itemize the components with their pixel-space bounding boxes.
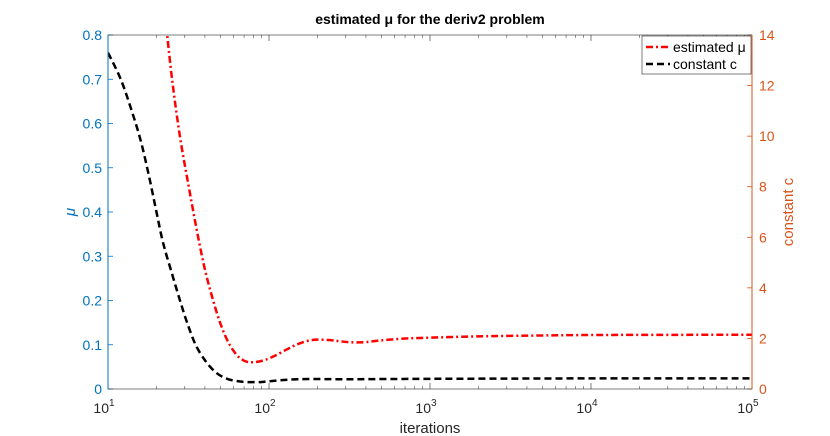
y-left-tick-label: 0.1	[83, 337, 103, 353]
x-tick-label: 105	[737, 398, 759, 416]
x-tick-base: 10	[415, 400, 431, 416]
y-right-tick-label: 4	[759, 280, 767, 296]
y-right-tick-label: 2	[759, 330, 767, 346]
x-tick-base: 10	[254, 400, 270, 416]
x-tick-exponent: 4	[592, 398, 598, 409]
y-right-tick-label: 12	[759, 78, 775, 94]
x-tick-base: 10	[93, 400, 109, 416]
x-tick-exponent: 2	[270, 398, 276, 409]
plot-area	[108, 35, 752, 389]
x-tick-exponent: 1	[109, 398, 115, 409]
y-axis-left-label: μ	[62, 208, 79, 217]
x-tick-label: 102	[254, 398, 276, 416]
series-line-0	[165, 35, 752, 364]
left-axis-ticks: 0 0.1 0.2 0.3 0.4 0.5 0.6 0.7 0.8	[83, 27, 113, 397]
right-axis-ticks: 0 2 4 6 8 10 12 14	[747, 27, 775, 397]
y-left-tick-label: 0.8	[83, 27, 103, 43]
x-tick-label: 101	[93, 398, 115, 416]
y-axis-right-label: constant c	[780, 177, 797, 246]
y-left-tick-label: 0.5	[83, 160, 103, 176]
x-tick-label: 104	[576, 398, 598, 416]
y-left-tick-label: 0.3	[83, 248, 103, 264]
legend-box	[641, 35, 752, 75]
y-right-tick-label: 14	[759, 27, 775, 43]
bottom-axis-ticks: 101 102 103 104 105	[93, 35, 759, 416]
legend-label-0: estimated μ	[673, 39, 746, 55]
legend-label-1: constant c	[673, 56, 737, 72]
x-tick-base: 10	[576, 400, 592, 416]
x-tick-exponent: 3	[431, 398, 437, 409]
x-axis-label: iterations	[400, 420, 461, 436]
y-right-tick-label: 6	[759, 229, 767, 245]
y-right-tick-label: 8	[759, 179, 767, 195]
y-right-tick-label: 0	[759, 381, 767, 397]
y-left-tick-label: 0.6	[83, 116, 103, 132]
x-tick-label: 103	[415, 398, 437, 416]
y-right-tick-label: 10	[759, 128, 775, 144]
y-left-tick-label: 0.4	[83, 204, 103, 220]
x-tick-exponent: 5	[753, 398, 759, 409]
y-left-tick-label: 0	[94, 381, 102, 397]
series-layer	[108, 35, 752, 384]
chart-title: estimated μ for the deriv2 problem	[315, 11, 545, 27]
y-left-tick-label: 0.7	[83, 71, 103, 87]
x-tick-base: 10	[737, 400, 753, 416]
y-left-tick-label: 0.2	[83, 293, 103, 309]
series-line-1	[108, 52, 752, 384]
